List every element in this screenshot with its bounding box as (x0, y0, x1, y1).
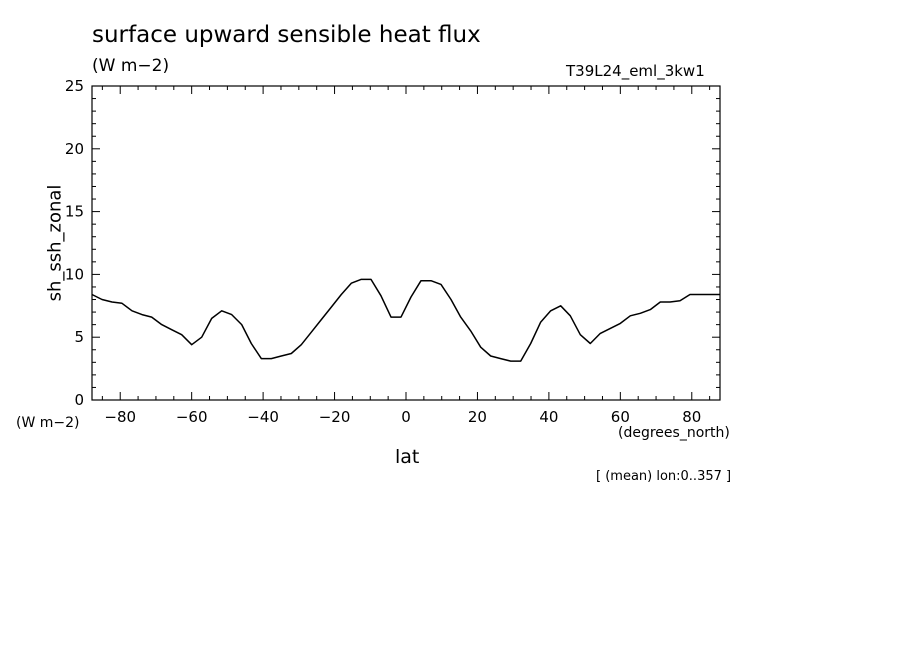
x-tick-label: −60 (176, 408, 208, 426)
y-axis-label: sh_ssh_zonal (44, 184, 66, 302)
y-tick-label: 15 (65, 203, 84, 221)
y-tick-label: 0 (74, 391, 84, 409)
x-tick-label: 60 (611, 408, 630, 426)
x-tick-label: 20 (468, 408, 487, 426)
axis-tick-labels: −80 −60 −40 −20 0 20 40 60 80 0 5 10 15 20 25 (65, 77, 701, 426)
y-tick-label: 10 (65, 265, 84, 283)
y-tick-label: 5 (74, 328, 84, 346)
y-tick-label: 25 (65, 77, 84, 95)
x-tick-label: 0 (401, 408, 411, 426)
plot-frame (91, 85, 721, 401)
x-tick-label: −80 (104, 408, 136, 426)
x-tick-label: 80 (682, 408, 701, 426)
x-axis-units: (degrees_north) (618, 425, 730, 441)
axis-ticks (92, 85, 720, 401)
y-axis-units: (W m−2) (16, 415, 80, 431)
x-tick-label: −20 (319, 408, 351, 426)
x-tick-label: 40 (539, 408, 558, 426)
run-id-label: T39L24_eml_3kw1 (566, 62, 705, 80)
x-tick-label: −40 (247, 408, 279, 426)
x-axis-label: lat (395, 446, 420, 468)
chart-units: (W m−2) (92, 56, 170, 76)
chart-title: surface upward sensible heat flux (92, 22, 481, 48)
mean-longitude-note: [ (mean) lon:0..357 ] (596, 469, 732, 484)
series-line (91, 278, 720, 362)
y-tick-label: 20 (65, 140, 84, 158)
